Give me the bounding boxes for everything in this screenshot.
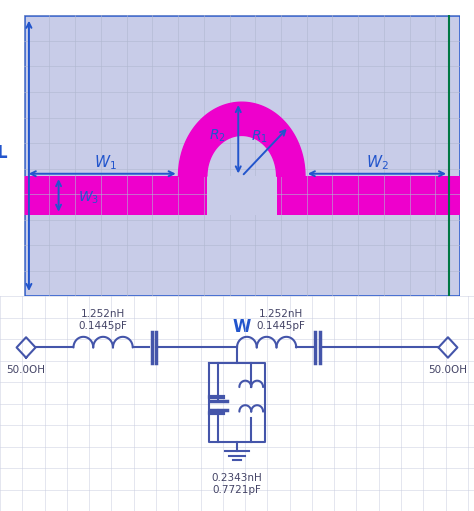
Text: 1.252nH
0.1445pF: 1.252nH 0.1445pF	[79, 309, 128, 331]
Text: 1.252nH
0.1445pF: 1.252nH 0.1445pF	[256, 309, 305, 331]
Text: $W_1$: $W_1$	[94, 154, 117, 172]
Text: W: W	[233, 318, 251, 336]
Text: $W_3$: $W_3$	[78, 189, 100, 205]
Text: 50.0OH: 50.0OH	[7, 365, 46, 375]
Text: $R_1$: $R_1$	[251, 129, 268, 145]
Text: 0.2343nH
0.7721pF: 0.2343nH 0.7721pF	[211, 473, 263, 495]
Bar	[207, 176, 277, 215]
Polygon shape	[179, 102, 305, 176]
Bar	[24, 176, 460, 215]
Text: L: L	[0, 145, 7, 162]
Text: 50.0OH: 50.0OH	[428, 365, 467, 375]
Text: $R_2$: $R_2$	[210, 127, 226, 144]
Text: $W_2$: $W_2$	[365, 154, 388, 172]
